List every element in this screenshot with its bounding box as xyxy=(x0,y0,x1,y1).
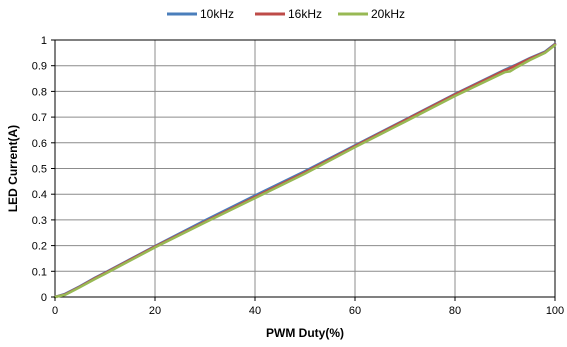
y-axis: 0 0.1 0.2 0.3 0.4 0.5 0.6 0.7 0.8 0.9 1 xyxy=(32,35,55,304)
x-tick-label: 0 xyxy=(52,305,58,317)
legend-label: 16kHz xyxy=(288,7,322,21)
gridlines xyxy=(55,40,555,297)
legend-item-16kHz: 16kHz xyxy=(255,7,322,21)
legend-label: 20kHz xyxy=(371,7,405,21)
legend-item-10kHz: 10kHz xyxy=(167,7,234,21)
y-tick-label: 0.2 xyxy=(32,241,47,253)
legend-label: 10kHz xyxy=(200,7,234,21)
y-tick-label: 0.7 xyxy=(32,112,47,124)
y-tick-label: 0.4 xyxy=(32,189,47,201)
y-tick-label: 0.6 xyxy=(32,138,47,150)
legend-item-20kHz: 20kHz xyxy=(338,7,405,21)
x-tick-label: 60 xyxy=(349,305,361,317)
series-line-20kHz xyxy=(53,43,557,299)
y-tick-label: 1 xyxy=(41,35,47,47)
x-tick-label: 100 xyxy=(546,305,564,317)
x-axis-title: PWM Duty(%) xyxy=(266,326,344,340)
y-tick-label: 0 xyxy=(41,292,47,304)
y-tick-label: 0.1 xyxy=(32,266,47,278)
series-lines xyxy=(53,42,557,299)
legend: 10kHz 16kHz 20kHz xyxy=(167,7,405,21)
x-tick-label: 20 xyxy=(149,305,161,317)
y-tick-label: 0.3 xyxy=(32,215,47,227)
y-tick-label: 0.9 xyxy=(32,61,47,73)
x-tick-label: 40 xyxy=(249,305,261,317)
x-axis: 0 20 40 60 80 100 xyxy=(52,297,564,317)
y-tick-label: 0.5 xyxy=(32,164,47,176)
y-tick-label: 0.8 xyxy=(32,86,47,98)
y-axis-title: LED Current(A) xyxy=(6,125,20,212)
x-tick-label: 80 xyxy=(449,305,461,317)
